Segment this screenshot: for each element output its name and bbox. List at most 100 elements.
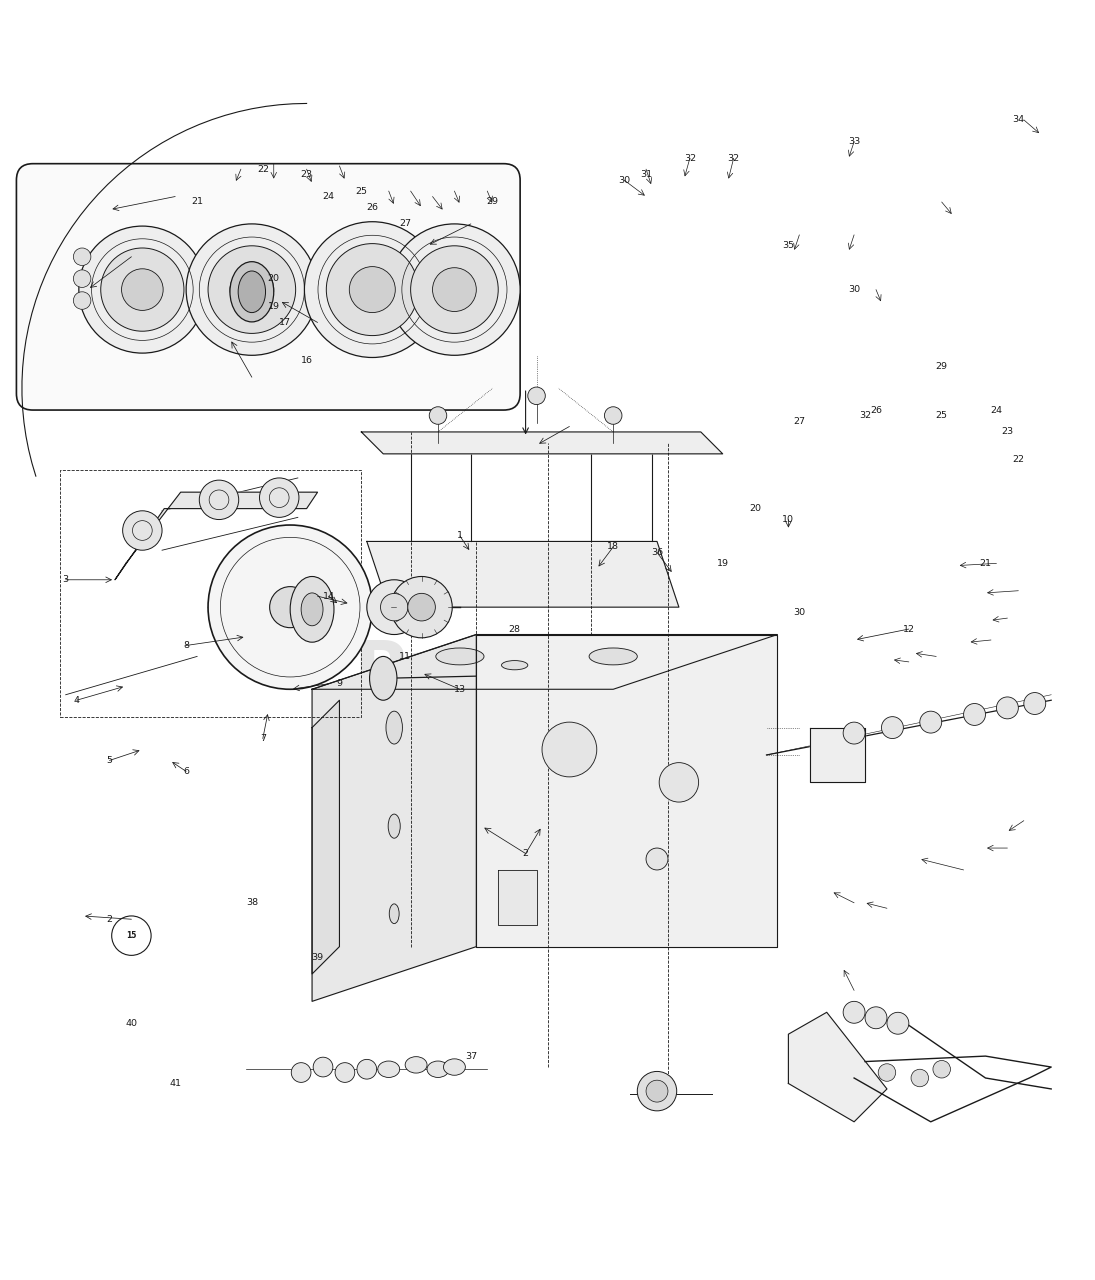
Circle shape [367,580,422,635]
Circle shape [304,221,440,357]
Text: 11: 11 [400,652,411,660]
Text: 8: 8 [183,641,189,650]
Text: 27: 27 [400,219,411,228]
Ellipse shape [230,261,274,321]
Polygon shape [312,635,777,689]
Circle shape [199,480,239,520]
Circle shape [391,576,452,637]
Circle shape [878,1064,896,1082]
Ellipse shape [239,271,266,312]
Text: 28: 28 [509,625,520,634]
Text: 19: 19 [268,302,279,311]
Circle shape [528,387,545,404]
Circle shape [230,268,274,311]
Circle shape [996,696,1018,719]
Circle shape [123,511,162,550]
Circle shape [381,594,407,621]
Polygon shape [312,700,339,974]
Text: 27: 27 [794,416,805,425]
Circle shape [411,246,498,333]
Circle shape [865,1007,887,1029]
Circle shape [291,1062,311,1083]
Circle shape [1024,692,1046,714]
Ellipse shape [405,1057,427,1073]
Text: 17: 17 [279,317,290,326]
Text: 6: 6 [183,767,189,776]
Text: 13: 13 [453,685,466,694]
Text: 35: 35 [782,242,795,251]
Text: 25: 25 [936,411,947,420]
Polygon shape [312,635,476,1001]
Circle shape [79,227,206,353]
Text: 12: 12 [903,625,914,634]
Text: 26: 26 [367,204,378,212]
Circle shape [920,712,942,733]
Text: 4: 4 [73,696,80,705]
Ellipse shape [390,904,399,924]
Text: 30: 30 [848,285,861,294]
Ellipse shape [436,648,484,664]
Circle shape [542,722,597,777]
Ellipse shape [388,814,400,838]
Text: 3: 3 [62,575,69,584]
Text: 2: 2 [106,915,113,924]
Text: 22: 22 [257,165,268,174]
Text: 5: 5 [106,756,113,765]
Text: 7: 7 [260,733,266,744]
Circle shape [349,266,395,312]
Text: PartsTree: PartsTree [354,639,741,708]
Text: 39: 39 [311,954,324,963]
Ellipse shape [369,657,396,700]
Circle shape [73,292,91,310]
Ellipse shape [443,1059,465,1075]
Circle shape [208,525,372,689]
Text: 26: 26 [871,406,881,415]
Circle shape [646,849,668,870]
Text: 14: 14 [323,591,334,600]
Text: 10: 10 [783,515,794,524]
Text: 34: 34 [1012,115,1025,124]
Circle shape [186,224,318,356]
Polygon shape [361,431,723,454]
Text: 1: 1 [457,531,463,540]
Circle shape [911,1069,929,1087]
Circle shape [357,1060,377,1079]
Text: 23: 23 [300,170,313,179]
Text: 18: 18 [608,543,619,552]
Text: 24: 24 [323,192,334,201]
Circle shape [843,1001,865,1023]
Text: 21: 21 [980,559,991,568]
Circle shape [433,268,476,311]
Text: 25: 25 [356,187,367,196]
Circle shape [887,1012,909,1034]
Circle shape [101,248,184,332]
FancyBboxPatch shape [16,164,520,410]
Ellipse shape [378,1061,400,1078]
Text: 36: 36 [650,548,664,557]
Text: 30: 30 [618,175,631,184]
Circle shape [269,586,311,627]
Text: 9: 9 [336,680,343,689]
Text: 31: 31 [639,170,653,179]
Circle shape [933,1060,950,1078]
Text: 16: 16 [301,356,312,365]
Circle shape [407,594,436,621]
Circle shape [260,477,299,517]
Text: 33: 33 [848,137,861,146]
Circle shape [881,717,903,739]
Text: 19: 19 [717,559,728,568]
Text: ™: ™ [678,689,702,712]
Circle shape [964,704,986,726]
Text: 21: 21 [192,197,203,206]
Text: 20: 20 [750,504,761,513]
Circle shape [843,722,865,744]
Polygon shape [367,541,679,607]
Polygon shape [498,870,537,924]
Circle shape [326,243,418,335]
Circle shape [429,407,447,424]
Polygon shape [810,727,865,782]
Text: 24: 24 [991,406,1002,415]
Circle shape [637,1071,677,1111]
Text: 15: 15 [126,931,137,940]
Text: 2: 2 [522,849,529,858]
